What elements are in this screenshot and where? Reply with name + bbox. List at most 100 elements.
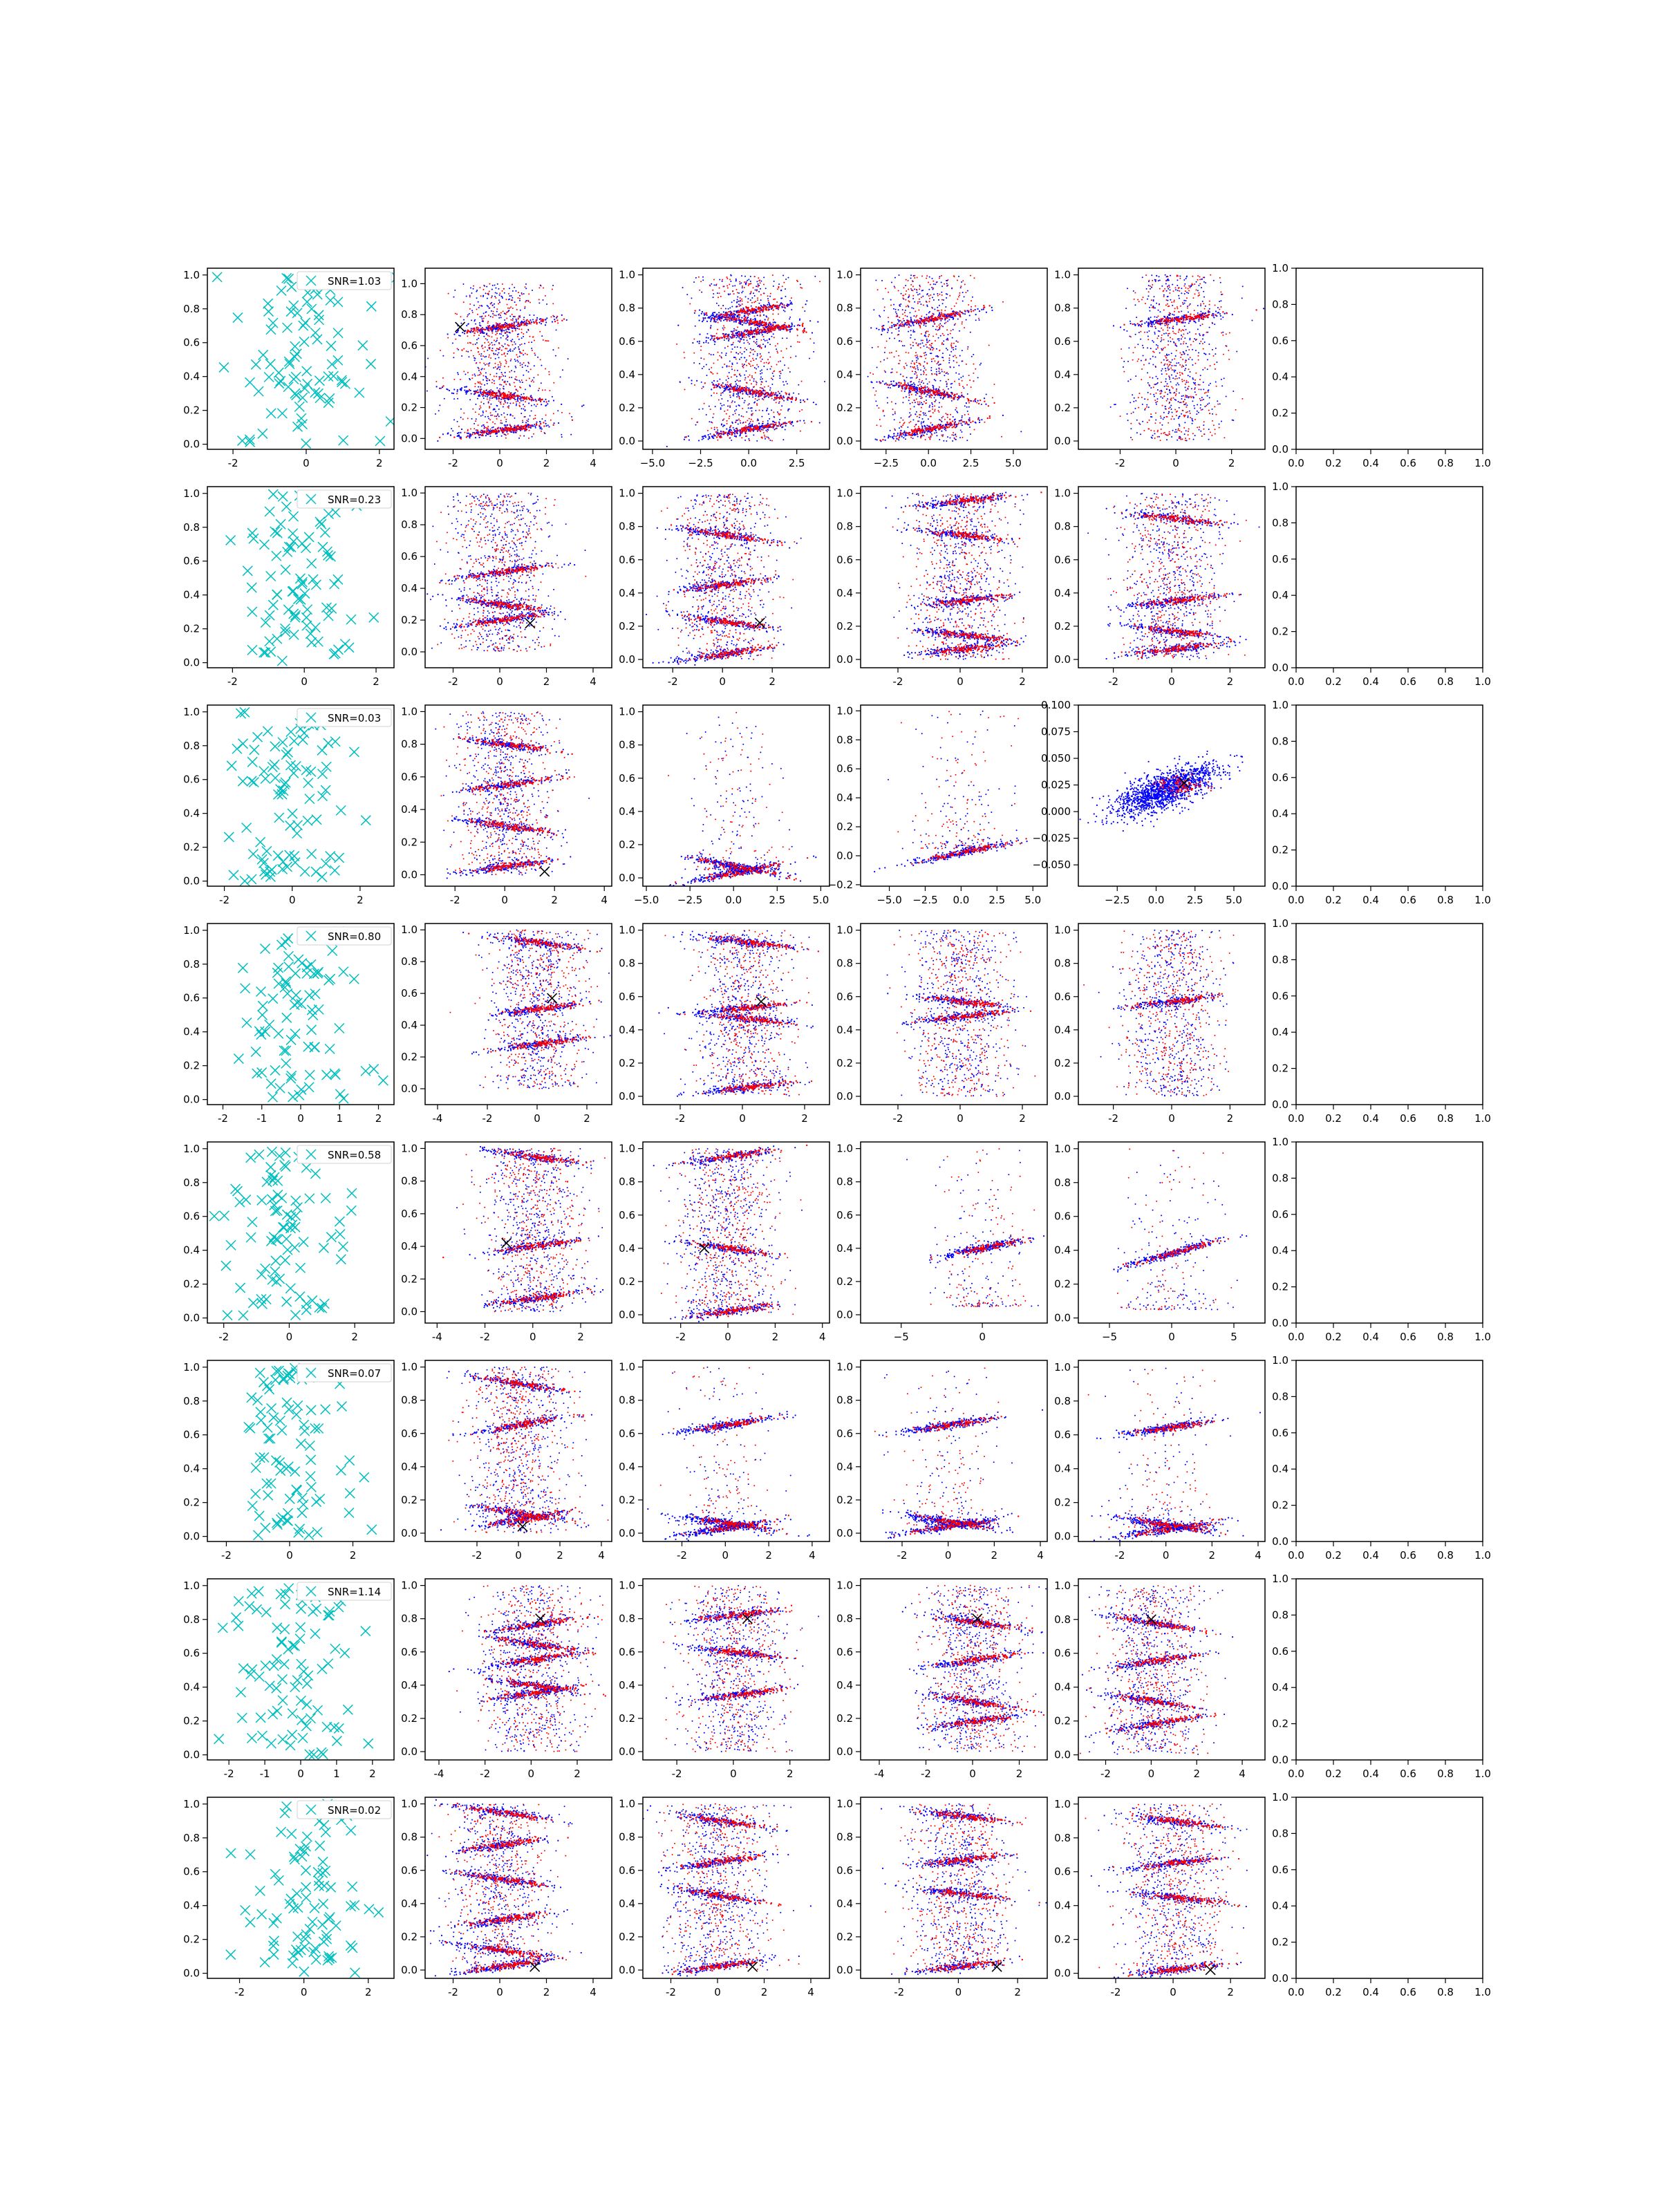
cross-marker <box>324 393 335 404</box>
point-scatter <box>780 391 782 393</box>
point-scatter <box>734 413 736 415</box>
point-scatter <box>756 404 758 406</box>
point-scatter <box>489 346 491 348</box>
point-scatter <box>509 315 512 317</box>
point-band-red <box>739 334 741 336</box>
point-band-blue <box>737 335 739 337</box>
point-band-red <box>776 306 778 308</box>
point-scatter <box>888 337 890 339</box>
point-band-blue <box>735 334 738 336</box>
point-scatter <box>977 317 980 319</box>
point-band-blue <box>747 335 749 337</box>
point-scatter <box>753 276 756 278</box>
point-band-blue <box>733 393 735 395</box>
point-scatter <box>487 294 489 296</box>
point-scatter <box>968 304 970 306</box>
point-scatter <box>768 438 770 440</box>
point-scatter <box>753 380 755 382</box>
point-scatter <box>888 321 890 323</box>
point-band-red <box>483 391 486 393</box>
point-band-blue <box>722 311 724 313</box>
point-scatter <box>488 344 490 346</box>
point-scatter <box>758 284 760 286</box>
point-scatter <box>787 276 789 279</box>
point-band-blue <box>498 397 500 399</box>
point-scatter <box>512 318 514 320</box>
point-band-red <box>780 328 782 330</box>
point-scatter <box>818 422 821 424</box>
point-scatter <box>519 315 521 317</box>
point-scatter <box>498 409 500 411</box>
point-scatter <box>915 362 917 364</box>
point-band-blue <box>729 315 731 317</box>
point-scatter <box>482 317 485 319</box>
point-scatter <box>931 433 933 435</box>
point-scatter <box>534 418 536 420</box>
point-scatter <box>940 274 942 276</box>
point-scatter <box>789 316 791 318</box>
point-band-blue <box>737 310 739 312</box>
point-band-red <box>756 329 758 331</box>
point-scatter <box>478 307 480 309</box>
point-band-red <box>738 335 741 337</box>
point-scatter <box>524 343 526 345</box>
point-band-red <box>749 320 751 323</box>
point-band-blue <box>706 320 709 322</box>
point-band-red <box>727 384 730 387</box>
point-scatter <box>897 309 899 311</box>
point-band-blue <box>529 427 532 429</box>
x-tick-label: 2 <box>376 457 383 469</box>
point-band-blue <box>746 320 749 322</box>
point-band-red <box>725 431 727 433</box>
point-scatter <box>751 413 753 415</box>
point-scatter <box>907 304 909 306</box>
point-scatter <box>899 339 901 341</box>
point-scatter <box>950 342 953 344</box>
point-scatter <box>957 296 959 298</box>
point-scatter <box>521 382 523 384</box>
point-scatter <box>729 415 731 418</box>
point-scatter <box>932 283 935 285</box>
point-band-red <box>785 326 787 328</box>
point-scatter <box>961 281 963 283</box>
y-tick-label: 0.8 <box>619 302 635 315</box>
legend-box <box>297 271 392 290</box>
cross-marker <box>263 306 274 317</box>
point-band-blue <box>783 304 785 306</box>
point-scatter <box>876 366 878 368</box>
point-scatter <box>484 341 486 344</box>
point-band-red <box>501 396 503 399</box>
point-scatter <box>540 382 542 384</box>
cross-marker <box>306 303 317 315</box>
point-scatter <box>484 356 486 358</box>
point-scatter <box>941 371 943 373</box>
point-scatter <box>953 432 955 434</box>
point-band-blue <box>800 401 802 404</box>
point-band-blue <box>791 325 793 327</box>
point-scatter <box>492 312 494 315</box>
point-band-red <box>755 389 758 391</box>
point-scatter <box>738 404 740 406</box>
point-band-red <box>723 432 726 434</box>
point-scatter <box>727 384 729 386</box>
point-scatter <box>962 280 964 282</box>
point-scatter <box>908 422 910 424</box>
point-band-red <box>501 429 503 431</box>
point-scatter <box>952 415 954 418</box>
point-scatter <box>964 405 966 407</box>
point-band-blue <box>536 421 538 423</box>
point-band-red <box>471 433 474 435</box>
point-band-red <box>736 429 738 431</box>
point-scatter <box>751 407 753 409</box>
point-scatter <box>727 308 729 310</box>
point-scatter <box>951 288 953 290</box>
point-band-red <box>731 334 734 336</box>
point-scatter <box>730 351 732 353</box>
point-scatter <box>735 306 738 308</box>
point-scatter <box>928 395 930 397</box>
point-scatter <box>505 375 507 377</box>
point-scatter <box>756 281 758 283</box>
point-scatter <box>738 353 740 355</box>
point-scatter <box>895 328 897 330</box>
point-scatter <box>942 415 944 418</box>
